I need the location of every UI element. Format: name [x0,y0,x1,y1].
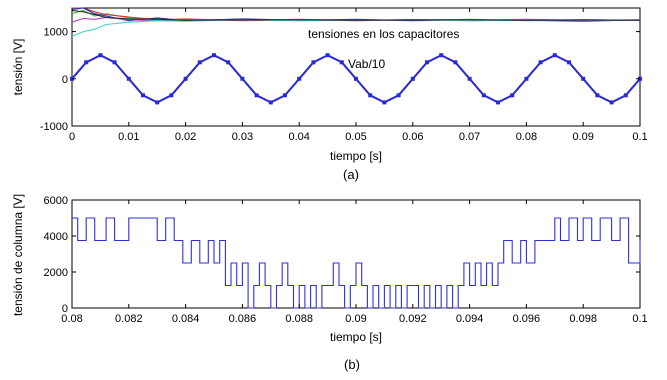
series-point-7 [169,93,174,98]
series-point-33 [538,60,543,65]
series-point-1 [84,60,89,65]
x-tick-label: 0.08 [61,313,82,325]
x-tick-label: 0.08 [516,131,537,143]
series-point-10 [212,53,216,58]
series-point-18 [325,53,330,58]
panel-a: 0 0.01 0.02 0.03 0.04 0.05 0.06 0.07 0.08 0.09 0.1… [11,7,648,182]
x-tick-label: 0.09 [345,313,366,325]
x-tick-label: 0.03 [232,131,253,143]
x-axis-label-a: tiempo [s] [330,149,382,163]
series-point-32 [524,76,529,81]
series-point-9 [197,60,202,65]
series-point-17 [311,60,316,65]
series-point-38 [609,100,614,105]
series-point-39 [623,93,628,98]
series-point-12 [240,76,245,81]
panel-b: 0.08 0.082 0.084 0.086 0.088 0.09 0.092 0.094 0.… [11,194,648,372]
ticks-a: 0 0.01 0.02 0.03 0.04 0.05 0.06 0.07 0.08 0.09 0.1… [40,8,648,143]
series-line-1-0 [72,217,641,309]
series-point-26 [439,53,444,58]
series-point-29 [481,93,486,98]
series-point-35 [567,60,571,65]
series-point-6 [155,100,160,105]
series-point-36 [581,76,586,81]
series-point-24 [410,76,415,81]
y-tick-label: 2000 [44,267,68,279]
x-tick-label: 0.01 [118,131,139,143]
x-tick-label: 0.084 [172,313,200,325]
series-point-8 [183,76,188,81]
series-point-23 [396,93,401,98]
series-point-28 [467,76,472,81]
series-group-a [70,7,642,105]
series-point-22 [382,100,387,105]
series-point-15 [283,93,287,98]
series-point-2 [98,53,103,58]
series-point-20 [354,76,358,81]
panel-label-a: (a) [343,167,359,182]
x-tick-label: 0.1 [632,131,647,143]
x-tick-label: 0.086 [229,313,257,325]
series-line-0-6 [71,9,641,21]
series-point-21 [368,93,373,98]
series-point-27 [453,60,458,65]
series-point-25 [425,60,429,65]
x-tick-label: 0.06 [402,131,423,143]
x-tick-label: 0.092 [399,313,427,325]
y-tick-label: 6000 [44,195,68,207]
plot-area-b [71,199,641,309]
x-tick-label: 0.094 [456,313,484,325]
series-point-4 [126,76,131,81]
series-point-16 [297,76,302,81]
x-tick-label: 0.098 [569,313,597,325]
y-tick-label: 1000 [44,27,68,39]
x-tick-label: 0 [69,131,75,143]
series-point-34 [552,53,557,58]
x-tick-label: 0.088 [285,313,313,325]
plot-area-a [71,7,641,127]
series-point-31 [510,93,515,98]
panel-label-b: (b) [344,357,360,372]
x-axis-label-b: tiempo [s] [330,330,382,344]
x-tick-label: 0.04 [288,131,309,143]
x-tick-label: 0.05 [345,131,366,143]
x-tick-label: 0.07 [459,131,480,143]
y-tick-label: 4000 [44,231,68,243]
annotation-vab: Vab/10 [348,57,385,71]
series-point-13 [254,93,259,98]
series-point-3 [112,60,117,65]
y-tick-label: -1000 [40,121,68,133]
series-point-37 [595,93,600,98]
x-tick-label: 0.02 [175,131,196,143]
series-point-30 [496,100,500,105]
series-point-19 [339,60,344,65]
y-axis-label-a: tensión [V] [11,39,25,96]
series-group-b [72,217,641,309]
series-point-14 [268,100,273,105]
y-tick-label: 0 [62,303,68,315]
annotation-capacitors: tensiones en los capacitores [308,27,459,41]
x-tick-label: 0.096 [513,313,541,325]
y-tick-label: 0 [62,74,68,86]
series-point-5 [141,93,145,98]
x-tick-label: 0.1 [632,313,647,325]
series-point-11 [226,60,231,65]
y-axis-label-b: tensión de columna [V] [11,194,25,316]
ticks-b: 0.08 0.082 0.084 0.086 0.088 0.09 0.092 0.094 0.… [44,195,648,325]
x-tick-label: 0.09 [572,131,593,143]
x-tick-label: 0.082 [115,313,143,325]
